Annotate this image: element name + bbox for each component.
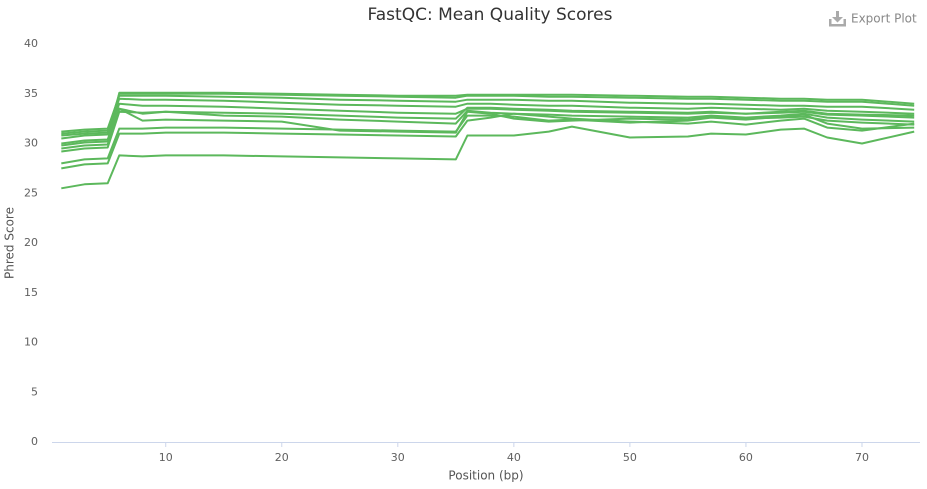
series-line [61,125,915,190]
chart-title: FastQC: Mean Quality Scores [368,5,613,25]
export-icon [829,11,846,27]
x-axis-label: Position (bp) [448,469,523,483]
y-tick-label: 20 [24,236,38,249]
series-line [61,106,915,153]
series-line [61,112,915,170]
y-tick-label: 35 [24,87,38,100]
labels: 0 5 10 15 20 25 30 35 40 10 20 30 40 50 60 70 [24,37,869,464]
x-tick-label: 50 [623,451,637,464]
grid [52,43,920,447]
x-tick-label: 20 [275,451,289,464]
lines [61,91,915,190]
series-line [61,97,915,135]
export-label[interactable]: Export Plot [851,12,917,26]
series-line [61,94,915,133]
y-tick-label: 10 [24,336,38,349]
y-axis-label: Phred Score [3,207,17,279]
x-tick-label: 10 [159,451,173,464]
x-tick-label: 40 [507,451,521,464]
y-tick-label: 40 [24,37,38,50]
y-tick-label: 25 [24,186,38,199]
y-tick-label: 15 [24,286,38,299]
export-button[interactable]: Export Plot [829,11,917,27]
x-tick-label: 30 [391,451,405,464]
x-tick-label: 70 [855,451,869,464]
y-tick-label: 30 [24,137,38,150]
x-tick-label: 60 [739,451,753,464]
y-tick-label: 0 [31,435,38,448]
y-tick-label: 5 [31,385,38,398]
series-line [61,91,915,147]
